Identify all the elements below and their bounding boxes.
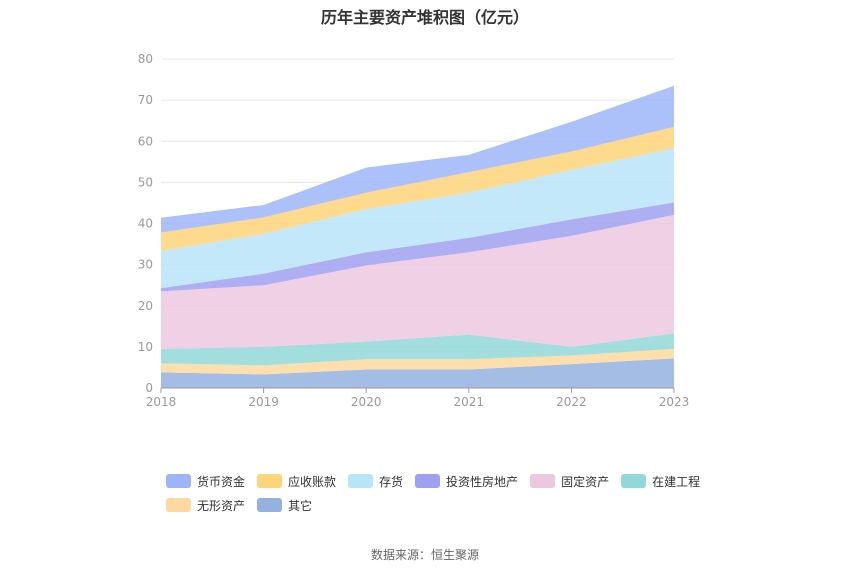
legend-swatch — [166, 498, 191, 512]
legend: 货币资金 应收账款 存货 投资性房地产 固定资产 在建工程无形资产 其它 — [166, 472, 726, 520]
y-tick-label: 60 — [138, 134, 153, 148]
x-tick-label: 2020 — [351, 395, 382, 409]
legend-item[interactable]: 其它 — [257, 496, 312, 514]
x-tick-label: 2022 — [556, 395, 587, 409]
area-其它 — [161, 358, 674, 388]
legend-item[interactable]: 无形资产 — [166, 496, 245, 514]
area-series-group — [161, 85, 674, 388]
legend-item[interactable]: 存货 — [348, 472, 403, 490]
legend-swatch — [348, 474, 374, 488]
legend-swatch — [415, 474, 441, 488]
legend-item[interactable]: 投资性房地产 — [415, 472, 518, 490]
axes: 0 10 20 30 40 50 60 70 80 2018 2019 2020 2021 2022 202… — [138, 52, 690, 409]
source-note: 数据来源：恒生聚源 — [370, 548, 479, 562]
area-货币资金 — [161, 85, 674, 233]
legend-swatch — [621, 474, 647, 488]
area-在建工程 — [161, 333, 674, 366]
area-应收账款 — [161, 126, 674, 252]
legend-item[interactable]: 在建工程 — [621, 472, 700, 490]
y-tick-label: 50 — [138, 175, 153, 189]
area-投资性房地产 — [161, 202, 674, 292]
y-tick-label: 30 — [138, 258, 153, 272]
legend-label: 投资性房地产 — [446, 474, 519, 489]
area-存货 — [161, 148, 674, 289]
chart-title: 历年主要资产堆积图（亿元） — [320, 8, 529, 27]
y-tick-label: 10 — [138, 340, 153, 354]
y-tick-label: 80 — [138, 52, 153, 66]
legend-item[interactable]: 应收账款 — [257, 472, 336, 490]
y-tick-label: 70 — [138, 93, 153, 107]
x-tick-label: 2021 — [454, 395, 485, 409]
area-无形资产 — [161, 348, 674, 375]
legend-label: 存货 — [379, 474, 404, 489]
x-tick-label: 2023 — [659, 395, 690, 409]
legend-label: 在建工程 — [652, 474, 701, 489]
legend-item[interactable]: 货币资金 — [166, 472, 245, 490]
legend-label: 应收账款 — [288, 474, 337, 489]
legend-label: 货币资金 — [197, 474, 246, 489]
legend-swatch — [257, 498, 283, 512]
legend-item[interactable]: 固定资产 — [530, 472, 609, 490]
x-tick-label: 2019 — [248, 395, 279, 409]
legend-label: 固定资产 — [561, 474, 610, 489]
area-固定资产 — [161, 214, 674, 349]
y-tick-label: 40 — [138, 217, 153, 231]
area-chart: 0 10 20 30 40 50 60 70 80 2018 2019 2020 2021 2022 202… — [138, 52, 690, 409]
y-tick-label: 0 — [145, 381, 153, 395]
legend-label: 无形资产 — [197, 498, 246, 513]
legend-swatch — [257, 474, 283, 488]
legend-swatch — [530, 474, 556, 488]
x-tick-label: 2018 — [146, 395, 177, 409]
y-tick-label: 20 — [138, 299, 153, 313]
legend-swatch — [166, 474, 191, 488]
legend-label: 其它 — [288, 498, 313, 513]
